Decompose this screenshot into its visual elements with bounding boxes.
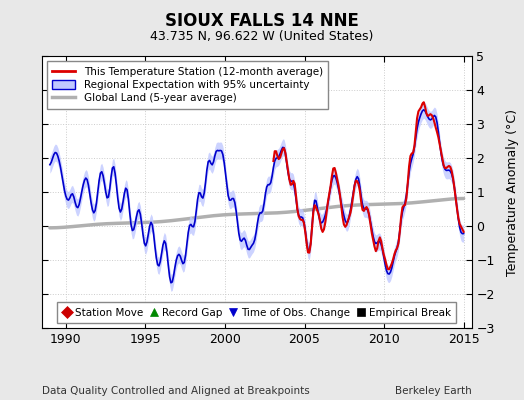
Y-axis label: Temperature Anomaly (°C): Temperature Anomaly (°C) [506, 108, 519, 276]
Text: SIOUX FALLS 14 NNE: SIOUX FALLS 14 NNE [165, 12, 359, 30]
Text: 43.735 N, 96.622 W (United States): 43.735 N, 96.622 W (United States) [150, 30, 374, 43]
Text: Data Quality Controlled and Aligned at Breakpoints: Data Quality Controlled and Aligned at B… [42, 386, 310, 396]
Legend: Station Move, Record Gap, Time of Obs. Change, Empirical Break: Station Move, Record Gap, Time of Obs. C… [57, 302, 456, 323]
Text: Berkeley Earth: Berkeley Earth [395, 386, 472, 396]
